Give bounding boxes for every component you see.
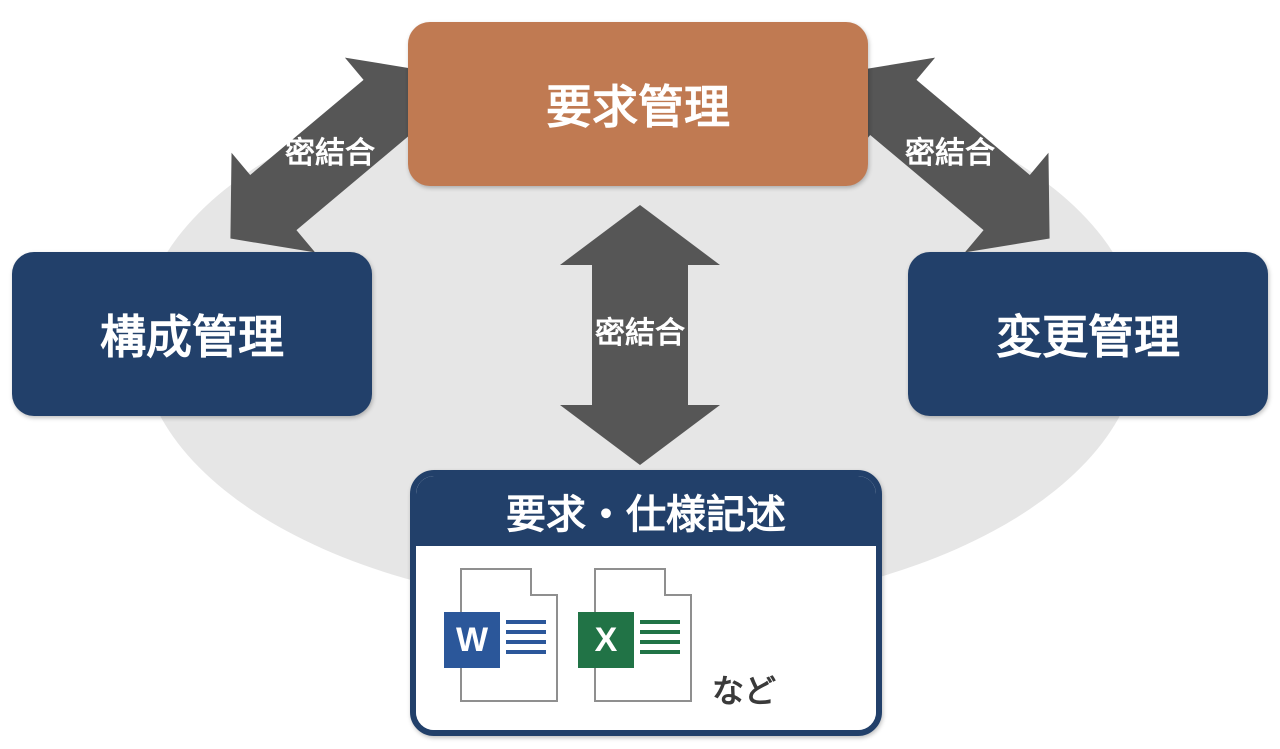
node-label: 要求管理 — [546, 71, 730, 137]
node-requirements-management: 要求管理 — [408, 22, 868, 186]
arrow-label: 密結合 — [285, 136, 375, 170]
bottom-card-title: 要求・仕様記述 — [506, 482, 786, 540]
bottom-card-body: WX など — [416, 546, 876, 730]
node-requirements-spec: 要求・仕様記述 WX など — [410, 470, 882, 736]
bottom-card-header: 要求・仕様記述 — [416, 476, 876, 546]
diagram-stage: 密結合密結合密結合 要求管理 構成管理 変更管理 要求・仕様記述 WXなど — [0, 0, 1280, 749]
node-configuration-management: 構成管理 — [12, 252, 372, 416]
word-icon: W — [444, 568, 554, 708]
arrow-label: 密結合 — [905, 136, 995, 170]
etc-label: など — [712, 666, 776, 712]
node-label: 変更管理 — [996, 301, 1180, 367]
node-label: 構成管理 — [100, 301, 284, 367]
excel-icon: X — [578, 568, 688, 708]
arrow-label: 密結合 — [595, 316, 685, 350]
node-change-management: 変更管理 — [908, 252, 1268, 416]
arrow-center-vert: 密結合 — [560, 205, 720, 465]
